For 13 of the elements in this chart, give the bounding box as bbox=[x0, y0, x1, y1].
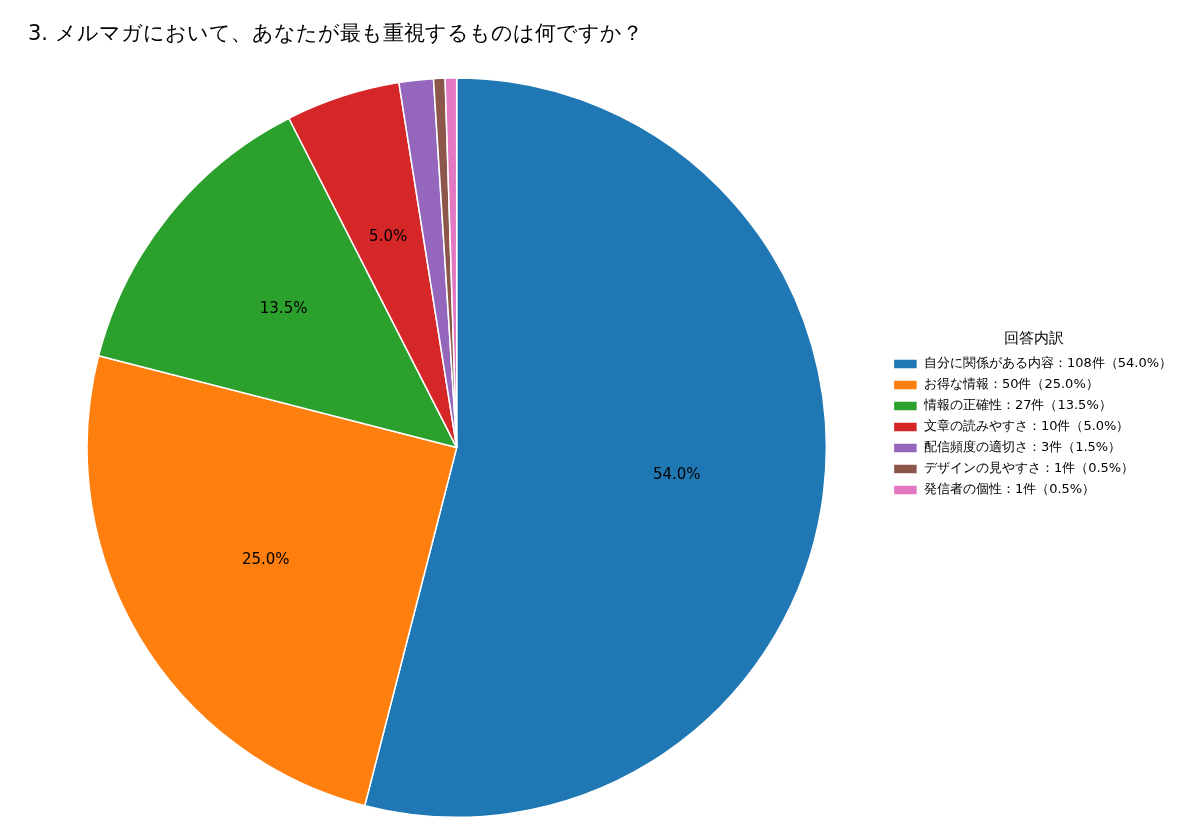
legend-label: お得な情報：50件（25.0%） bbox=[923, 376, 1099, 392]
legend-label: デザインの見やすさ：1件（0.5%） bbox=[923, 460, 1135, 476]
legend-label: 情報の正確性：27件（13.5%） bbox=[922, 397, 1112, 413]
data-label: 5.0% bbox=[369, 226, 408, 245]
chart-title: 3. メルマガにおいて、あなたが最も重視するものは何ですか？ bbox=[28, 21, 643, 46]
legend-label: 配信頻度の適切さ：3件（1.5%） bbox=[923, 439, 1122, 455]
legend-label: 文章の読みやすさ：10件（5.0%） bbox=[923, 418, 1130, 434]
legend-title: 回答内訳 bbox=[1003, 328, 1064, 347]
data-label: 25.0% bbox=[241, 550, 290, 569]
data-label: 13.5% bbox=[259, 298, 308, 317]
data-label: 54.0% bbox=[652, 465, 701, 484]
legend-label: 自分に関係がある内容：108件（54.0%） bbox=[923, 355, 1173, 371]
legend-label: 発信者の個性：1件（0.5%） bbox=[923, 481, 1096, 497]
